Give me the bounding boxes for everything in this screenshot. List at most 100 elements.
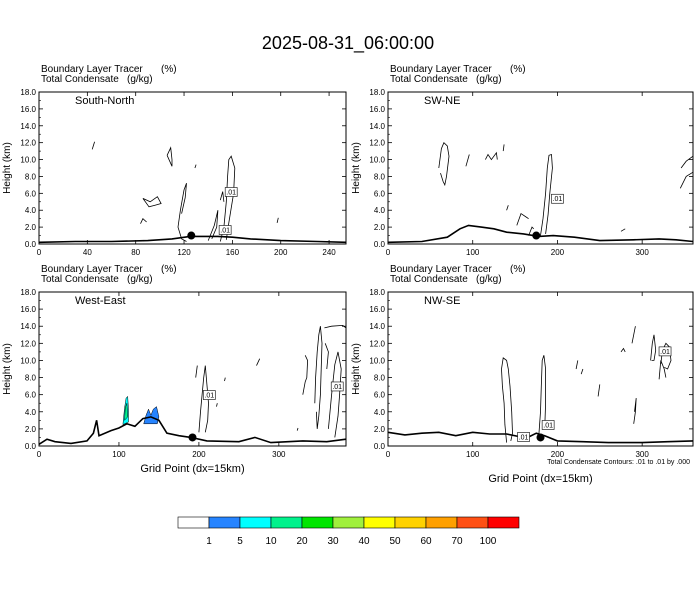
y-tick-label: 2.0	[374, 425, 386, 434]
colorbar-swatch	[177, 516, 210, 529]
colorbar-swatch	[456, 516, 489, 529]
terrain-line	[38, 416, 347, 445]
y-tick-label: 0.0	[374, 442, 386, 451]
field-label: Boundary Layer Tracer	[41, 264, 143, 275]
condensate-contour	[501, 357, 513, 443]
condensate-contour	[506, 205, 509, 211]
contour-value-label: .01	[660, 349, 670, 356]
condensate-contour	[314, 326, 323, 429]
contour-value-label: .01	[226, 189, 236, 196]
panels: Boundary Layer Tracer (%) Total Condensate…	[2, 64, 694, 485]
y-tick-label: 16.0	[20, 105, 36, 114]
x-tick-label: 200	[551, 450, 565, 459]
colorbar-swatch	[208, 516, 241, 529]
condensate-contour	[516, 212, 529, 226]
y-tick-label: 16.0	[369, 305, 385, 314]
figure-title: 2025-08-31_06:00:00	[262, 33, 434, 54]
contour-label-box	[330, 381, 344, 392]
panel-name: SW-NE	[424, 95, 460, 107]
contour-units: (g/kg)	[476, 274, 502, 285]
y-tick-label: 12.0	[369, 339, 385, 348]
site-marker	[536, 433, 545, 442]
y-tick-label: 18.0	[20, 288, 36, 297]
condensate-contour	[679, 171, 694, 189]
condensate-contour	[324, 324, 347, 329]
y-tick-label: 6.0	[374, 391, 386, 400]
field-units: (%)	[510, 264, 526, 275]
colorbar-label: 100	[480, 536, 497, 547]
condensate-contour	[224, 377, 226, 382]
field-label: Boundary Layer Tracer	[390, 64, 492, 75]
condensate-contour	[207, 210, 219, 241]
condensate-contour	[438, 142, 450, 187]
panel-name: NW-SE	[424, 295, 460, 307]
y-axis-label: Height (km)	[2, 142, 13, 194]
condensate-contour	[302, 355, 309, 395]
y-tick-label: 10.0	[369, 156, 385, 165]
x-tick-label: 80	[131, 248, 140, 257]
y-tick-label: 2.0	[25, 223, 37, 232]
terrain-line	[38, 235, 347, 244]
condensate-contour	[680, 155, 694, 169]
field-label: Boundary Layer Tracer	[41, 64, 143, 75]
y-tick-label: 12.0	[369, 139, 385, 148]
y-tick-label: 12.0	[20, 339, 36, 348]
y-tick-label: 0.0	[374, 240, 386, 249]
y-tick-label: 0.0	[25, 442, 37, 451]
condensate-contour	[658, 360, 667, 380]
x-tick-label: 200	[551, 248, 565, 257]
y-tick-label: 2.0	[25, 425, 37, 434]
y-tick-label: 4.0	[374, 408, 386, 417]
condensate-contour	[195, 365, 198, 378]
contour-footnote: Total Condensate Contours: .01 to .01 by…	[547, 459, 690, 466]
y-axis-label: Height (km)	[2, 343, 13, 395]
plot-frame	[387, 91, 694, 245]
condensate-contour	[528, 226, 534, 236]
colorbar-swatch	[301, 516, 334, 529]
colorbar-swatch	[332, 516, 365, 529]
colorbar-label: 50	[389, 536, 401, 547]
x-tick-label: 40	[83, 248, 92, 257]
contour-label-box	[202, 390, 216, 400]
condensate-contour	[620, 347, 626, 353]
contour-label-box	[218, 225, 232, 235]
y-tick-label: 18.0	[369, 288, 385, 297]
colorbar: 1 5 10 20 30 40 50 60 70 100	[177, 516, 520, 547]
y-tick-label: 10.0	[369, 356, 385, 365]
contour-label-box	[224, 187, 238, 197]
condensate-contour	[465, 154, 470, 167]
y-tick-label: 4.0	[374, 206, 386, 215]
x-tick-label: 240	[322, 248, 336, 257]
colorbar-swatch	[487, 516, 520, 529]
condensate-contour	[631, 326, 636, 344]
x-tick-label: 0	[386, 248, 391, 257]
y-tick-label: 2.0	[374, 223, 386, 232]
x-tick-label: 200	[274, 248, 288, 257]
colorbar-label: 5	[237, 536, 243, 547]
condensate-contour	[597, 384, 601, 397]
x-axis-label: Grid Point (dx=15km)	[140, 463, 244, 475]
x-tick-label: 300	[272, 450, 286, 459]
contour-units: (g/kg)	[476, 74, 502, 85]
colorbar-swatch	[363, 516, 396, 529]
contour-label: Total Condensate	[390, 274, 468, 285]
panel-south-north: Boundary Layer Tracer (%) Total Condensate…	[2, 64, 347, 257]
y-tick-label: 0.0	[25, 240, 37, 249]
condensate-contour	[324, 343, 329, 370]
contour-label-box	[551, 193, 564, 204]
contour-label-box	[658, 346, 672, 357]
colorbar-label: 30	[327, 536, 339, 547]
contour-label-box	[517, 432, 530, 442]
y-tick-label: 4.0	[25, 206, 37, 215]
condensate-contour	[620, 228, 626, 232]
y-tick-label: 6.0	[25, 189, 37, 198]
condensate-contour	[194, 164, 197, 169]
condensate-contour	[219, 155, 236, 242]
contour-units: (g/kg)	[127, 74, 153, 85]
plot-frame	[38, 91, 347, 245]
plot-frame	[387, 291, 694, 447]
y-tick-label: 8.0	[25, 172, 37, 181]
y-tick-label: 14.0	[369, 322, 385, 331]
x-tick-label: 120	[177, 248, 191, 257]
